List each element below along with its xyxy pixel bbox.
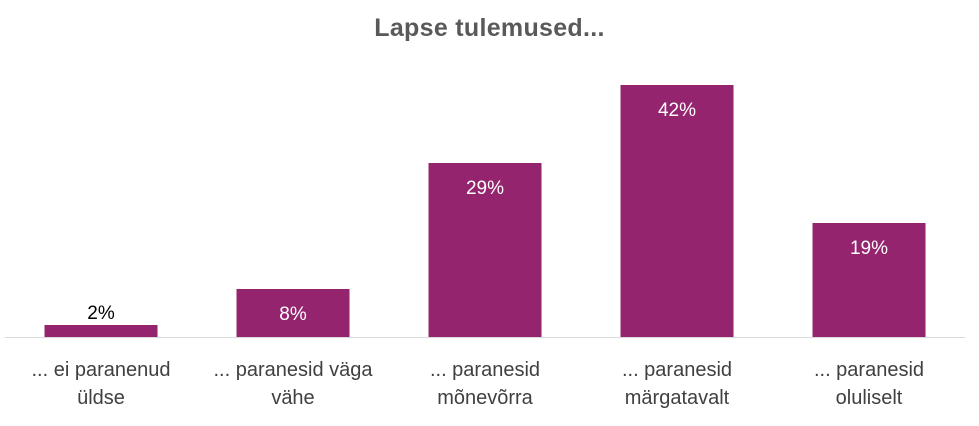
- data-label-1: 2%: [87, 303, 115, 324]
- bar-2: [236, 289, 350, 337]
- data-label-3: 29%: [466, 178, 504, 199]
- bar-3: [428, 163, 542, 337]
- data-label-5: 19%: [850, 238, 888, 259]
- data-label-4: 42%: [658, 100, 696, 121]
- chart-title: Lapse tulemused...: [374, 14, 605, 42]
- category-label-5: ... paranesid oluliselt: [813, 359, 925, 409]
- bar-4: [620, 85, 734, 337]
- category-label-3: ... paranesid mõnevõrra: [429, 359, 541, 409]
- data-label-2: 8%: [279, 304, 307, 325]
- category-label-1: ... ei paranenud üldse: [31, 359, 171, 409]
- category-label-4: ... paranesid märgatavalt: [621, 359, 733, 409]
- bar-1: [44, 325, 158, 337]
- bar-5: [812, 223, 926, 337]
- category-label-2: ... paranesid väga vähe: [213, 359, 373, 409]
